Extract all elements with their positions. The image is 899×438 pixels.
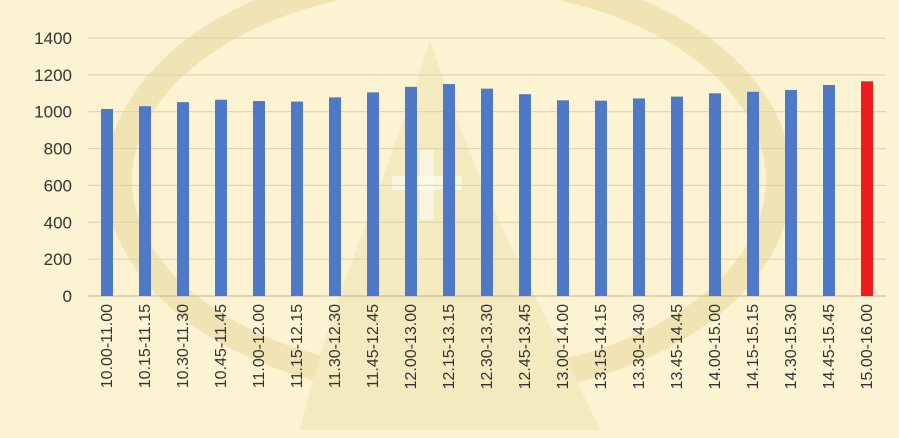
bar bbox=[481, 88, 493, 296]
bar bbox=[443, 84, 455, 296]
x-tick-label: 11.30-12.30 bbox=[327, 304, 344, 388]
bar bbox=[633, 98, 645, 297]
x-tick-label: 13.15-14.15 bbox=[593, 304, 610, 390]
y-tick-label: 0 bbox=[63, 287, 72, 306]
y-tick-label: 1400 bbox=[34, 29, 72, 48]
bar bbox=[747, 91, 759, 296]
x-tick-label: 14.45-15.45 bbox=[821, 304, 838, 390]
y-tick-label: 600 bbox=[44, 176, 72, 195]
x-tick-label: 11.00-12.00 bbox=[251, 304, 268, 388]
bar bbox=[253, 101, 265, 296]
x-tick-label: 13.00-14.00 bbox=[555, 304, 572, 390]
x-tick-label: 10.45-11.45 bbox=[213, 304, 230, 388]
bar bbox=[329, 97, 341, 296]
bar bbox=[177, 102, 189, 296]
bar bbox=[709, 93, 721, 297]
bar bbox=[139, 106, 151, 296]
y-tick-label: 200 bbox=[44, 250, 72, 269]
bar bbox=[519, 94, 531, 296]
x-tick-label: 11.45-12.45 bbox=[365, 304, 382, 388]
x-tick-label: 12.00-13.00 bbox=[403, 304, 420, 390]
x-tick-label: 11.15-12.15 bbox=[289, 304, 306, 388]
y-tick-label: 1200 bbox=[34, 66, 72, 85]
x-tick-label: 13.30-14.30 bbox=[631, 304, 648, 390]
bars bbox=[101, 81, 873, 297]
bar-highlight bbox=[861, 81, 873, 296]
bar bbox=[101, 108, 113, 296]
bar bbox=[557, 100, 569, 296]
bar bbox=[671, 96, 683, 296]
x-tick-label: 13.45-14.45 bbox=[669, 304, 686, 390]
x-tick-label: 10.30-11.30 bbox=[175, 304, 192, 388]
bar bbox=[823, 84, 835, 296]
x-tick-label: 12.30-13.30 bbox=[479, 304, 496, 390]
y-tick-label: 1000 bbox=[34, 103, 72, 122]
bar bbox=[785, 89, 797, 297]
x-tick-label: 10.15-11.15 bbox=[137, 304, 154, 388]
x-tick-label: 12.15-13.15 bbox=[441, 304, 458, 390]
bar bbox=[367, 92, 379, 296]
x-tick-label: 15.00-16.00 bbox=[859, 304, 876, 390]
bar bbox=[215, 99, 227, 296]
x-axis-ticks: 10.00-11.00 10.15-11.15 10.30-11.30 10.45-1… bbox=[99, 304, 876, 390]
bar bbox=[291, 101, 303, 296]
x-tick-label: 14.15-15.15 bbox=[745, 304, 762, 390]
y-tick-label: 400 bbox=[44, 213, 72, 232]
x-tick-label: 10.00-11.00 bbox=[99, 304, 116, 388]
bar bbox=[405, 86, 417, 296]
x-tick-label: 14.30-15.30 bbox=[783, 304, 800, 390]
y-axis-ticks: 0 200 400 600 800 1000 1200 1400 bbox=[34, 29, 72, 306]
y-tick-label: 800 bbox=[44, 140, 72, 159]
x-tick-label: 14.00-15.00 bbox=[707, 304, 724, 390]
x-tick-label: 12.45-13.45 bbox=[517, 304, 534, 390]
bar bbox=[595, 100, 607, 297]
